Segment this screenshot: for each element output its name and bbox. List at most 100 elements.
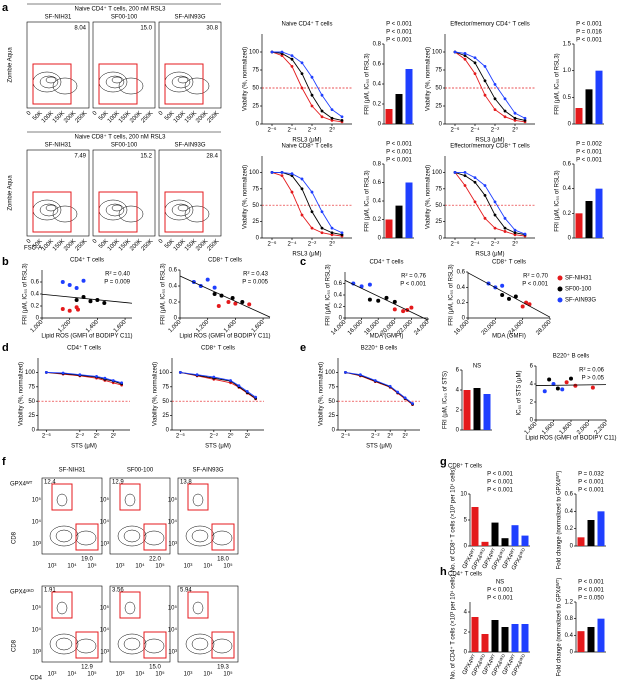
data-point: [359, 284, 364, 289]
data-point: [247, 302, 252, 307]
x-tick-label: 2⁰: [329, 127, 335, 134]
y-tick-label: 0.4: [169, 284, 178, 290]
data-point: [216, 304, 221, 308]
series-line: [345, 371, 413, 405]
bar: [473, 388, 481, 430]
flow-y-label: CD8: [12, 531, 18, 544]
data-point: [310, 226, 314, 230]
flow-tick: 10³: [48, 564, 57, 570]
axis: [469, 602, 530, 653]
y-tick-label: 0.6: [457, 270, 466, 276]
y-tick-label: 25: [252, 219, 259, 225]
data-point: [453, 50, 457, 54]
gate-value: 3.56: [112, 588, 124, 594]
flow-x-label: FSC-A: [24, 246, 42, 252]
axis: [171, 358, 264, 431]
x-tick-label: 2⁻²: [371, 434, 380, 440]
flow-x-tick: 250K: [74, 110, 88, 124]
bar: [521, 535, 529, 546]
contour: [117, 525, 147, 547]
y-tick-label: 100: [432, 170, 443, 176]
data-point: [330, 108, 334, 111]
x-tick-label: 2⁻⁶: [176, 433, 186, 440]
series-line: [180, 371, 256, 399]
data-point: [500, 293, 505, 297]
gate: [32, 191, 72, 233]
y-tick-label: 25: [328, 413, 335, 419]
flow-plot-frame: [158, 21, 222, 109]
bar: [577, 631, 585, 652]
trend-line: [179, 275, 271, 318]
data-point: [320, 115, 324, 119]
data-point: [493, 200, 497, 204]
data-point: [290, 57, 294, 61]
data-point: [573, 383, 578, 388]
y-tick-label: 0: [530, 418, 534, 424]
y-tick-label: 4: [530, 382, 534, 388]
contour: [55, 529, 73, 543]
x-tick-label: 1,400: [223, 319, 238, 334]
data-point: [280, 50, 284, 54]
chart-title: CD8⁺ T cells: [208, 257, 242, 264]
flow-tick: 10³: [32, 542, 41, 548]
flow-plot-frame: [92, 21, 156, 109]
y-axis-label: Fold change (normalized to GPX4ᵂᵀ): [556, 471, 563, 570]
y-tick-label: 0: [439, 122, 443, 128]
x-tick-label: 2,200: [594, 421, 609, 436]
data-point: [310, 210, 314, 214]
x-tick-label: 1,600: [113, 319, 128, 334]
data-point: [320, 231, 324, 235]
gate-value: 30.8: [206, 26, 218, 32]
x-tick-label: 22,000: [397, 319, 415, 337]
data-point: [392, 307, 397, 312]
bar: [463, 390, 471, 430]
flow-y-label: Zombie Aqua: [8, 175, 14, 211]
flow-x-tick: 50K: [164, 238, 176, 250]
data-point: [254, 395, 258, 399]
y-tick-label: 0.4: [31, 292, 40, 298]
annotation: R² = 0.06: [579, 368, 605, 374]
data-point: [493, 226, 497, 230]
y-tick-label: 0: [36, 316, 40, 322]
data-point: [590, 385, 595, 390]
flow-tick: 10⁴: [135, 671, 145, 678]
panel-label: e: [300, 342, 306, 354]
data-point: [310, 93, 314, 97]
data-point: [300, 86, 304, 90]
x-axis-label: Lipid ROS (GMFI of BODIPY C11): [525, 436, 616, 442]
y-tick-label: 4: [464, 610, 468, 616]
p-value: P < 0.001: [578, 588, 604, 594]
data-point: [111, 379, 115, 382]
contour: [185, 525, 215, 547]
flow-tick: 10⁴: [67, 671, 77, 678]
data-point: [520, 304, 525, 309]
y-tick-label: 6: [456, 368, 460, 374]
y-tick-label: 0: [570, 544, 574, 550]
data-point: [503, 115, 507, 119]
contour: [105, 203, 125, 217]
data-point: [388, 384, 392, 388]
flow-x-tick: 0: [92, 238, 99, 245]
chart-title: CD8⁺ T cells: [448, 463, 482, 470]
data-point: [409, 305, 414, 310]
y-tick-label: 75: [252, 186, 259, 192]
flow-group: SF-NIH31: [45, 143, 72, 149]
flow-tick: 10⁴: [168, 627, 178, 634]
flow-plot-frame: [177, 585, 239, 663]
x-tick-label: 2⁻⁴: [470, 127, 480, 134]
chart-title: Naive CD4⁺ T cells: [282, 21, 333, 28]
contour: [184, 205, 210, 223]
bar: [575, 108, 583, 124]
data-point: [483, 184, 487, 187]
data-point: [67, 308, 72, 313]
contour: [39, 75, 59, 89]
data-point: [300, 213, 304, 217]
p-value: P < 0.001: [386, 150, 412, 156]
bar: [595, 188, 603, 238]
chart-title: CD4⁺ T cells: [448, 571, 482, 578]
data-point: [120, 381, 124, 385]
y-tick-label: 0.2: [373, 217, 382, 223]
y-tick-label: 75: [162, 384, 169, 390]
gate: [75, 523, 99, 551]
data-point: [212, 292, 217, 296]
